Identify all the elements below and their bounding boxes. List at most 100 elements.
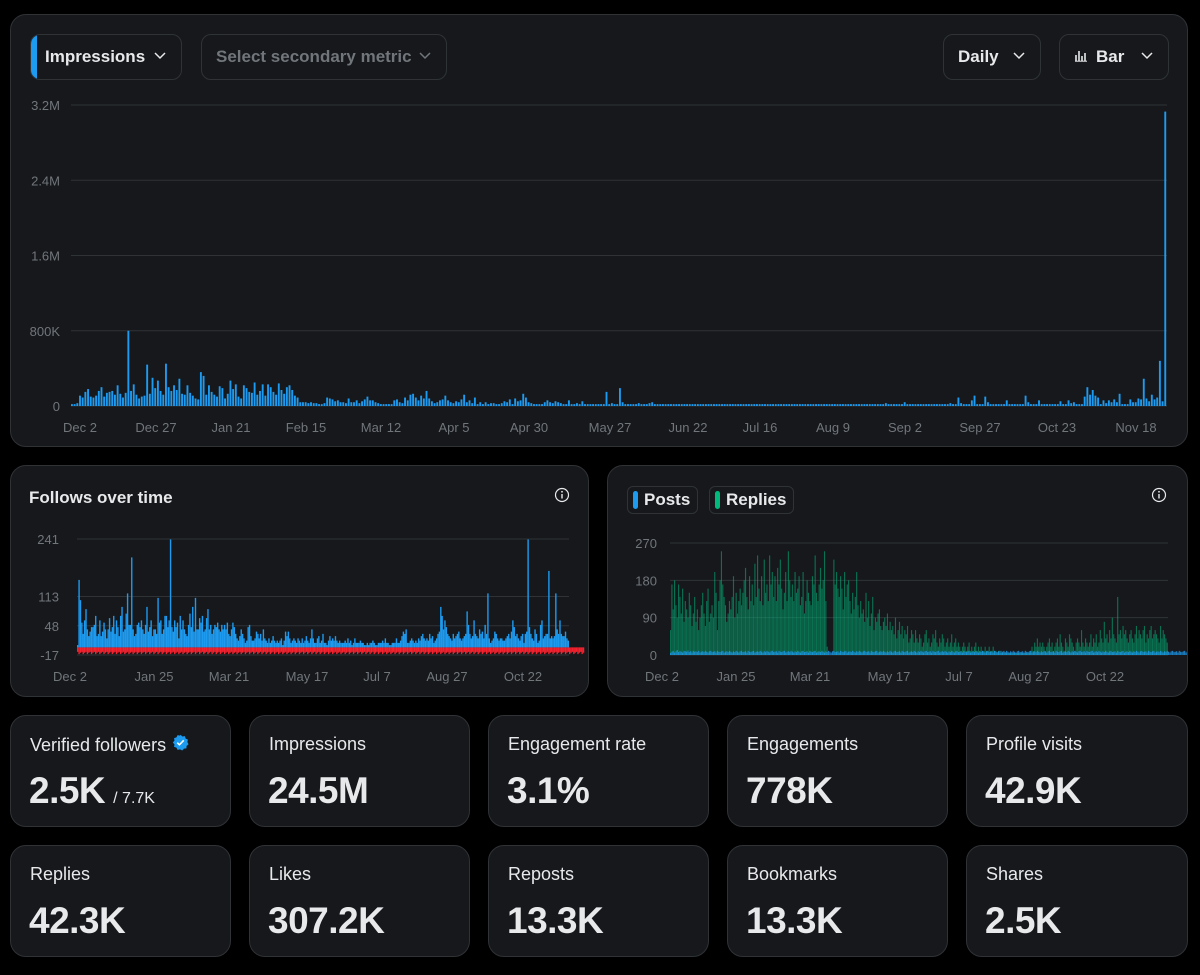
- posts-bar: [806, 651, 808, 655]
- posts-bar: [704, 650, 706, 655]
- posts-bar: [692, 650, 694, 655]
- replies-bar: [898, 621, 901, 655]
- stat-label: Likes: [269, 864, 312, 884]
- posts-bar: [1111, 652, 1113, 655]
- follows-bar: [312, 638, 314, 648]
- posts-bar: [708, 651, 710, 655]
- unfollows-bar: [254, 647, 256, 653]
- replies-bar: [675, 605, 677, 655]
- legend-replies[interactable]: Replies: [709, 486, 795, 514]
- follows-bar: [171, 627, 173, 648]
- follows-bar: [114, 633, 116, 648]
- follows-bar: [126, 593, 129, 648]
- impressions-bar: [1158, 360, 1161, 406]
- posts-bar: [866, 651, 868, 655]
- posts-bar: [972, 651, 974, 655]
- unfollows-bar: [405, 647, 407, 652]
- unfollows-bar: [578, 647, 581, 653]
- unfollows-bar: [169, 647, 172, 655]
- unfollows-bar: [514, 647, 517, 655]
- follows-bar: [477, 638, 479, 648]
- info-icon[interactable]: [554, 487, 570, 508]
- replies-bar: [1080, 630, 1083, 655]
- replies-bar: [1089, 642, 1091, 655]
- follows-bar: [294, 640, 296, 648]
- follows-bar: [187, 624, 190, 648]
- interval-dropdown[interactable]: Daily: [943, 34, 1041, 80]
- posts-bar: [1137, 651, 1139, 655]
- replies-bar: [1146, 634, 1148, 655]
- stat-likes: Likes 307.2K: [249, 845, 470, 957]
- replies-bar: [838, 596, 840, 655]
- follows-bar: [272, 636, 274, 648]
- follows-bar: [305, 636, 308, 648]
- follows-bar: [416, 642, 418, 648]
- posts-bar: [980, 652, 982, 655]
- posts-bar: [931, 652, 933, 655]
- impressions-bar: [1121, 404, 1124, 406]
- unfollows-bar: [477, 647, 479, 655]
- posts-bar: [1087, 651, 1089, 655]
- follows-bar: [103, 622, 105, 648]
- replies-bar: [905, 634, 907, 655]
- posts-bar: [1099, 651, 1101, 655]
- posts-bar: [951, 650, 953, 655]
- replies-bar: [1155, 634, 1158, 655]
- chart-type-dropdown[interactable]: Bar: [1059, 34, 1169, 80]
- posts-bar: [757, 651, 759, 655]
- follows-bar: [476, 636, 478, 648]
- replies-bar: [825, 601, 827, 655]
- replies-bar: [710, 613, 712, 655]
- impressions-bar: [1113, 399, 1116, 406]
- posts-bar: [747, 650, 749, 655]
- secondary-metric-dropdown[interactable]: Select secondary metric: [201, 34, 447, 80]
- unfollows-bar: [271, 647, 273, 653]
- impressions-bar: [855, 404, 858, 406]
- replies-bar: [759, 601, 761, 655]
- replies-bar: [1127, 642, 1129, 655]
- follows-bar: [255, 631, 258, 648]
- impressions-bar: [782, 404, 785, 406]
- replies-bar: [1034, 642, 1036, 655]
- impressions-bar: [1027, 402, 1030, 406]
- posts-bar: [1011, 652, 1013, 655]
- follows-bar: [366, 642, 369, 648]
- impressions-bar: [479, 402, 482, 406]
- impressions-bar: [1011, 404, 1014, 406]
- replies-bar: [751, 584, 753, 655]
- primary-metric-dropdown[interactable]: Impressions: [30, 34, 182, 80]
- replies-bar: [773, 596, 775, 655]
- posts-bar: [738, 652, 740, 655]
- impressions-bar: [777, 404, 780, 406]
- unfollows-bar: [239, 647, 241, 652]
- posts-bar: [1142, 652, 1144, 655]
- follows-bar: [155, 633, 158, 648]
- replies-bar: [761, 576, 763, 655]
- impressions-bar: [500, 403, 503, 406]
- impressions-bar: [108, 391, 111, 406]
- impressions-bar: [116, 385, 119, 406]
- replies-bar: [957, 642, 959, 655]
- posts-bar: [1028, 651, 1030, 655]
- impressions-bar: [1142, 378, 1145, 406]
- replies-bar: [877, 613, 879, 655]
- follows-bar: [160, 620, 162, 648]
- posts-bar: [1146, 652, 1148, 655]
- follows-bar: [308, 642, 310, 648]
- unfollows-bar: [258, 647, 260, 653]
- follows-bar: [442, 629, 445, 648]
- unfollows-bar: [226, 647, 229, 652]
- posts-bar: [834, 652, 836, 655]
- impressions-bar: [713, 404, 715, 406]
- unfollows-bar: [343, 647, 345, 652]
- impressions-bar: [412, 393, 415, 406]
- unfollows-bar: [118, 647, 120, 652]
- info-icon[interactable]: [1151, 487, 1167, 508]
- posts-bar: [989, 651, 992, 655]
- replies-bar: [889, 621, 891, 655]
- replies-bar: [878, 609, 880, 655]
- legend-posts[interactable]: Posts: [627, 486, 699, 514]
- replies-bar: [821, 588, 823, 655]
- unfollows-bar: [503, 647, 506, 653]
- replies-bar: [817, 601, 819, 655]
